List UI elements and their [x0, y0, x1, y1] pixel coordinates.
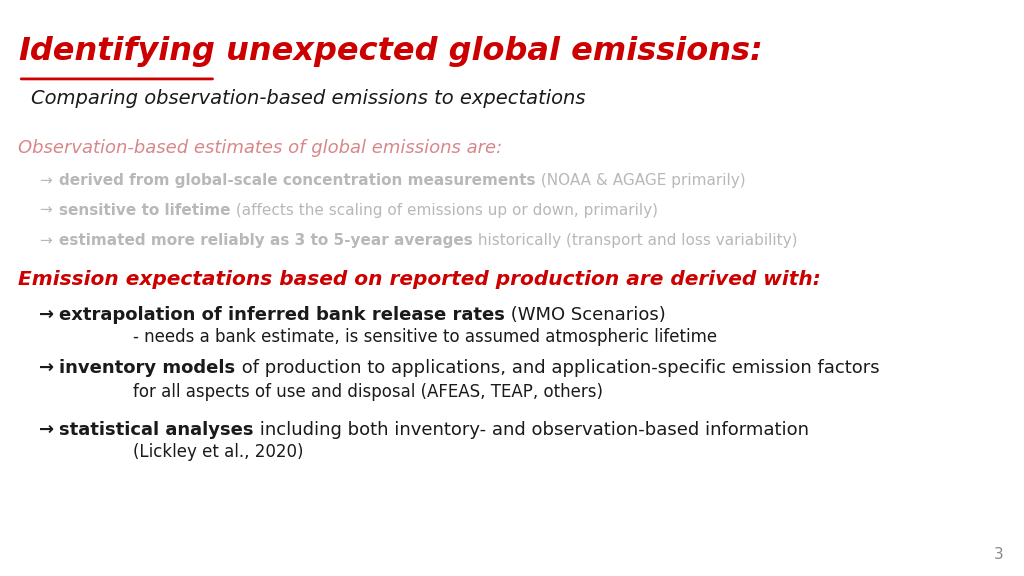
Text: derived from global-scale concentration measurements: derived from global-scale concentration … — [59, 173, 536, 188]
Text: Observation-based estimates of global emissions are:: Observation-based estimates of global em… — [18, 139, 503, 157]
Text: historically (transport and loss variability): historically (transport and loss variabi… — [473, 233, 798, 248]
Text: (NOAA & AGAGE primarily): (NOAA & AGAGE primarily) — [536, 173, 745, 188]
Text: Comparing observation-based emissions to expectations: Comparing observation-based emissions to… — [31, 89, 586, 108]
Text: →: → — [39, 421, 54, 439]
Text: statistical analyses: statistical analyses — [59, 421, 254, 439]
Text: for all aspects of use and disposal (AFEAS, TEAP, others): for all aspects of use and disposal (AFE… — [133, 384, 603, 401]
Text: extrapolation of inferred bank release rates: extrapolation of inferred bank release r… — [59, 306, 505, 324]
Text: (Lickley et al., 2020): (Lickley et al., 2020) — [133, 443, 304, 461]
Text: →: → — [39, 306, 54, 324]
Text: 3: 3 — [993, 547, 1004, 562]
Text: Identifying: Identifying — [18, 36, 215, 67]
Text: unexpected global emissions:: unexpected global emissions: — [215, 36, 763, 67]
Text: - needs a bank estimate, is sensitive to assumed atmospheric lifetime: - needs a bank estimate, is sensitive to… — [133, 328, 717, 346]
Text: →: → — [39, 173, 51, 188]
Text: sensitive to lifetime: sensitive to lifetime — [59, 203, 230, 218]
Text: (affects the scaling of emissions up or down, primarily): (affects the scaling of emissions up or … — [230, 203, 657, 218]
Text: including both inventory- and observation-based information: including both inventory- and observatio… — [254, 421, 809, 439]
Text: →: → — [39, 203, 51, 218]
Text: Emission expectations based on reported production are derived with:: Emission expectations based on reported … — [18, 270, 821, 289]
Text: estimated more reliably as 3 to 5-year averages: estimated more reliably as 3 to 5-year a… — [59, 233, 473, 248]
Text: →: → — [39, 359, 54, 377]
Text: of production to applications, and application-specific emission factors: of production to applications, and appli… — [236, 359, 880, 377]
Text: (WMO Scenarios): (WMO Scenarios) — [505, 306, 666, 324]
Text: inventory models: inventory models — [59, 359, 236, 377]
Text: →: → — [39, 233, 51, 248]
